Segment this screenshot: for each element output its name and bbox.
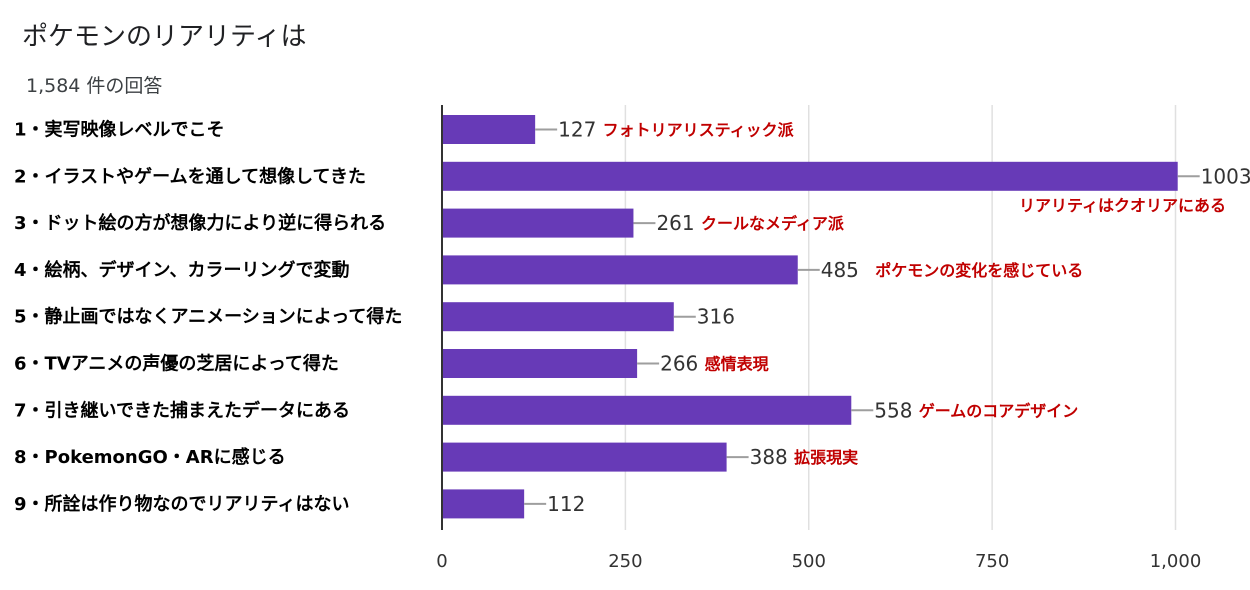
bar: [443, 161, 1178, 191]
bar: [443, 208, 634, 238]
bar: [443, 489, 525, 519]
category-label: 4・絵柄、デザイン、カラーリングで変動: [14, 259, 349, 281]
value-label: 266: [660, 352, 698, 376]
annotation-label: ポケモンの変化を感じている: [875, 261, 1083, 280]
value-label: 485: [821, 258, 859, 282]
value-label: 558: [874, 398, 912, 422]
annotation-label: 拡張現実: [794, 448, 858, 467]
value-label: 388: [750, 445, 788, 469]
value-label: 1003: [1201, 164, 1250, 188]
value-label: 127: [558, 118, 596, 142]
x-tick-label: 0: [436, 551, 447, 572]
annotation-label: リアリティはクオリアにある: [1019, 196, 1226, 215]
annotation-label: 感情表現: [705, 355, 769, 374]
bar: [443, 255, 798, 285]
response-count: 1,584 件の回答: [26, 75, 163, 97]
category-label: 3・ドット絵の方が想像力により逆に得られる: [14, 212, 386, 234]
chart-title: ポケモンのリアリティは: [22, 22, 307, 52]
bar: [443, 349, 638, 378]
x-tick-label: 500: [792, 551, 826, 572]
category-label: 9・所詮は作り物なのでリアリティはない: [14, 493, 349, 515]
value-label: 316: [697, 305, 735, 329]
annotation-label: ゲームのコアデザイン: [919, 401, 1079, 420]
value-label: 112: [547, 492, 585, 516]
x-tick-label: 1,000: [1150, 551, 1202, 572]
category-label: 6・TVアニメの声優の芝居によって得た: [14, 353, 339, 375]
category-label: 7・引き継いできた捕まえたデータにある: [14, 399, 350, 421]
category-label: 5・静止画ではなくアニメーションによって得た: [14, 306, 402, 328]
bar: [443, 115, 536, 144]
bar: [443, 302, 674, 332]
category-label: 2・イラストやゲームを通して想像してきた: [14, 165, 366, 187]
x-tick-label: 250: [608, 551, 642, 572]
value-label: 261: [656, 211, 694, 235]
x-tick-label: 750: [975, 551, 1009, 572]
bar: [443, 395, 852, 425]
annotation-label: クールなメディア派: [701, 214, 845, 233]
annotation-label: フォトリアリスティック派: [603, 121, 795, 140]
bar: [443, 442, 727, 472]
category-label: 8・PokemonGO・ARに感じる: [14, 446, 286, 468]
category-label: 1・実写映像レベルでこそ: [14, 119, 225, 141]
